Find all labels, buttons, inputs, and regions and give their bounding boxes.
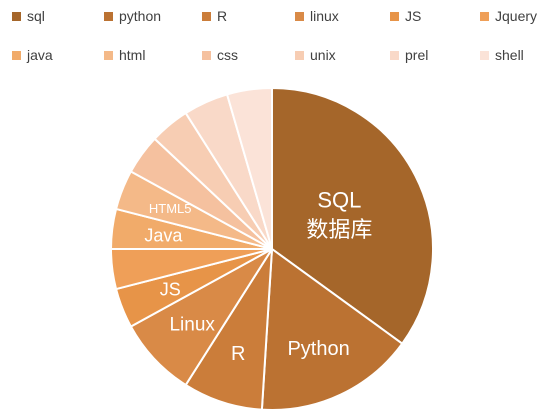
legend-item: sql [12, 6, 45, 26]
legend-label: Jquery [495, 8, 538, 24]
legend-label: unix [310, 47, 336, 63]
legend-label: java [27, 47, 53, 63]
legend-item: Jquery [480, 6, 537, 26]
slice-label-java: Java [144, 226, 183, 246]
legend-item: html [104, 45, 145, 65]
legend-label: html [119, 47, 146, 63]
legend-item: python [104, 6, 161, 26]
legend-item: css [202, 45, 238, 65]
pie-slice-sql [271, 86, 434, 346]
legend-label: JS [405, 8, 422, 24]
slice-label-html: HTML5 [149, 201, 192, 216]
slice-label-R: R [231, 343, 245, 365]
legend-swatch [202, 11, 211, 21]
legend-item: shell [480, 45, 524, 65]
slice-label-sql: SQL [317, 188, 361, 213]
legend-label: shell [495, 47, 524, 63]
legend-label: R [217, 8, 228, 24]
slice-label-JS: JS [160, 280, 181, 300]
legend-item: unix [295, 45, 336, 65]
legend-item: prel [390, 45, 428, 65]
legend-swatch [390, 11, 399, 21]
legend-label: prel [405, 47, 429, 63]
legend-swatch [390, 50, 399, 60]
legend-swatch [295, 11, 304, 21]
pie-slice-shell [225, 86, 273, 250]
legend-label: css [217, 47, 238, 63]
pie-slice-python [260, 247, 404, 411]
legend-item: linux [295, 6, 339, 26]
slice-label-python: Python [287, 338, 349, 360]
legend-label: linux [310, 8, 339, 24]
legend-swatch [480, 50, 489, 60]
legend-swatch [202, 50, 211, 60]
legend-item: JS [390, 6, 421, 26]
legend-item: java [12, 45, 53, 65]
legend-swatch [480, 11, 489, 21]
legend-swatch [12, 11, 21, 21]
legend-swatch [104, 50, 113, 60]
legend-item: R [202, 6, 227, 26]
legend-label: sql [27, 8, 45, 24]
legend-label: python [119, 8, 162, 24]
slice-label-linux: Linux [169, 315, 215, 336]
slice-label-sql: 数据库 [306, 217, 372, 242]
legend-swatch [12, 50, 21, 60]
legend-swatch [104, 11, 113, 21]
legend-swatch [295, 50, 304, 60]
